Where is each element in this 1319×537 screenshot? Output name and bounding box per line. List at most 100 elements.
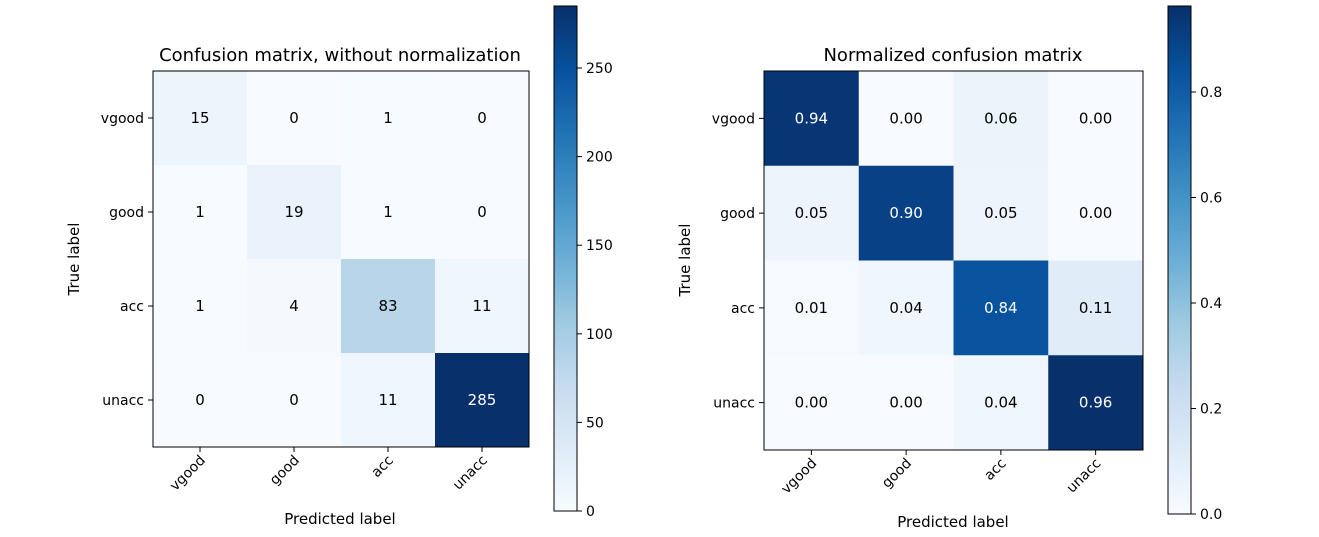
heatmap-cell [435,353,530,448]
y-tick-label: acc [731,301,755,317]
cell-value-label: 0.90 [889,204,922,222]
colorbar-tick-label: 0.6 [1200,190,1222,206]
heatmap-cell [153,259,248,354]
cell-value-label: 11 [472,297,491,315]
y-tick-label: unacc [102,393,144,409]
cell-value-label: 0.05 [795,204,828,222]
heatmap-cells: 0.94 0.00 0.06 0.00 0.05 0.90 0.05 0.00 0.01 0.04… [764,71,1144,451]
colorbar-tick-label: 0.4 [1200,296,1222,312]
colorbar-tick-label: 0.0 [1200,507,1222,523]
heatmap-cell [953,355,1049,451]
x-axis-label: Predicted label [897,513,1008,531]
x-tick-label: vgood [167,453,209,495]
colorbar-tick-label: 0 [586,504,595,520]
cell-value-label: 1 [383,203,393,221]
heatmap-cell [153,71,248,166]
y-tick-label: good [720,206,755,222]
x-tick-label: good [879,456,915,492]
heatmap-cell [247,71,342,166]
heatmap-cell [858,165,954,261]
y-axis: vgood good acc unacc [101,111,153,409]
x-axis: vgood good acc unacc [778,450,1104,497]
heatmap-cell [341,71,436,166]
heatmap-cell [247,165,342,260]
colorbar-tick-label: 0.8 [1200,85,1222,101]
cell-value-label: 0.96 [1079,394,1112,412]
cell-value-label: 0 [477,203,487,221]
y-tick-label: vgood [101,111,144,127]
heatmap-cell [1048,165,1144,261]
heatmap-cell [247,353,342,448]
cell-value-label: 285 [468,391,497,409]
heatmap-cell [953,71,1049,167]
heatmap-cell [435,71,530,166]
cell-value-label: 0.11 [1079,299,1112,317]
heatmap-cell [858,355,954,451]
cell-value-label: 0.04 [984,394,1017,412]
heatmap-cell [1048,260,1144,356]
chart-normalized: Normalized confusion matrix 0.94 0.00 0.06… [676,5,1222,531]
cell-value-label: 15 [190,109,209,127]
colorbar-tick-label: 250 [586,61,613,77]
cell-value-label: 0 [477,109,487,127]
chart-title: Confusion matrix, without normalization [159,45,521,66]
cell-value-label: 0.01 [795,299,828,317]
y-axis-label: True label [676,224,694,298]
cell-value-label: 0 [289,109,299,127]
heatmap-cell [764,165,860,261]
y-tick-label: good [109,205,144,221]
heatmap-cell [858,71,954,167]
cell-value-label: 0.00 [795,394,828,412]
heatmap-cell [341,353,436,448]
x-axis-label: Predicted label [284,510,395,528]
colorbar-tick-label: 50 [586,415,604,431]
cell-value-label: 0.00 [889,394,922,412]
heatmap-cell [435,165,530,260]
cell-value-label: 1 [195,203,205,221]
heatmap-cell [341,259,436,354]
cell-value-label: 83 [378,297,397,315]
x-axis: vgood good acc unacc [167,447,491,494]
heatmap-cell [764,260,860,356]
heatmap-cell [341,165,436,260]
cell-value-label: 1 [195,297,205,315]
heatmap-cells: 15 0 1 01 19 1 01 4 83 110 0 11 285 [153,71,530,448]
cell-value-label: 0.00 [1079,109,1112,127]
heatmap-cell [153,353,248,448]
colorbar: 0 50 100 150 200 250 [553,5,613,520]
cell-value-label: 0.05 [984,204,1017,222]
cell-value-label: 1 [383,109,393,127]
colorbar: 0.0 0.2 0.4 0.6 0.8 [1167,5,1222,523]
cell-value-label: 0.04 [889,299,922,317]
heatmap-cell [1048,71,1144,167]
heatmap-cell [153,165,248,260]
heatmap-cell [247,259,342,354]
cell-value-label: 0 [289,391,299,409]
y-tick-label: acc [120,299,144,315]
heatmap-cell [764,355,860,451]
x-tick-label: acc [981,456,1009,484]
heatmap-cell [1048,355,1144,451]
colorbar-tick-label: 200 [586,150,613,166]
cell-value-label: 11 [378,391,397,409]
plot-frame [152,70,530,448]
heatmap-cell [953,260,1049,356]
cell-value-label: 0.94 [795,109,828,127]
chart-raw-counts: Confusion matrix, without normalization … [65,5,613,528]
cell-value-label: 0 [195,391,205,409]
heatmap-cell [435,259,530,354]
colorbar-tick-label: 150 [586,238,613,254]
x-tick-label: good [267,453,303,489]
x-tick-label: unacc [1064,456,1105,497]
colorbar-gradient [553,5,578,512]
colorbar-tick-label: 0.2 [1200,401,1222,417]
plot-frame [763,70,1144,451]
colorbar-ticks: 0.0 0.2 0.4 0.6 0.8 [1191,85,1222,523]
chart-title: Normalized confusion matrix [823,45,1082,66]
cell-value-label: 19 [284,203,303,221]
cell-value-label: 0.84 [984,299,1017,317]
y-axis: vgood good acc unacc [712,111,764,412]
heatmap-cell [858,260,954,356]
y-axis-label: True label [65,223,83,297]
